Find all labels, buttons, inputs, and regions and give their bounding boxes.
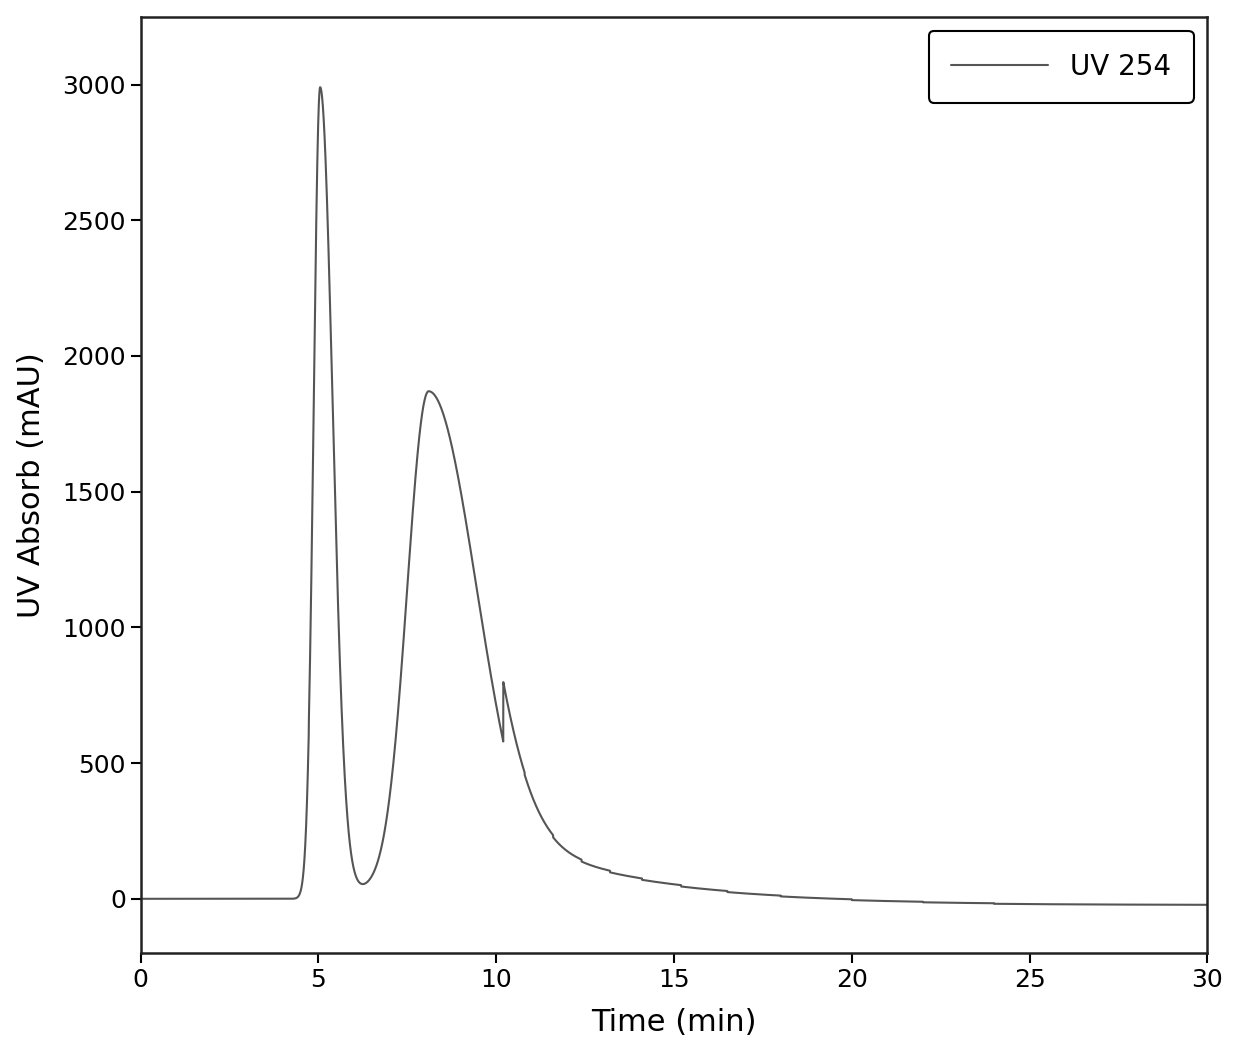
UV 254 <box>813 892 828 904</box>
UV 254 <box>1198 898 1213 911</box>
UV 254 <box>133 893 148 905</box>
UV 254 <box>1090 898 1105 911</box>
UV 254 <box>1200 898 1215 911</box>
Line: UV 254: UV 254 <box>140 87 1208 904</box>
Legend: UV 254: UV 254 <box>929 31 1194 103</box>
UV 254 <box>613 868 627 881</box>
UV 254 <box>312 81 327 94</box>
UV 254 <box>1060 898 1075 911</box>
Y-axis label: UV Absorb (mAU): UV Absorb (mAU) <box>16 352 46 618</box>
X-axis label: Time (min): Time (min) <box>591 1009 756 1037</box>
UV 254 <box>1185 898 1200 911</box>
